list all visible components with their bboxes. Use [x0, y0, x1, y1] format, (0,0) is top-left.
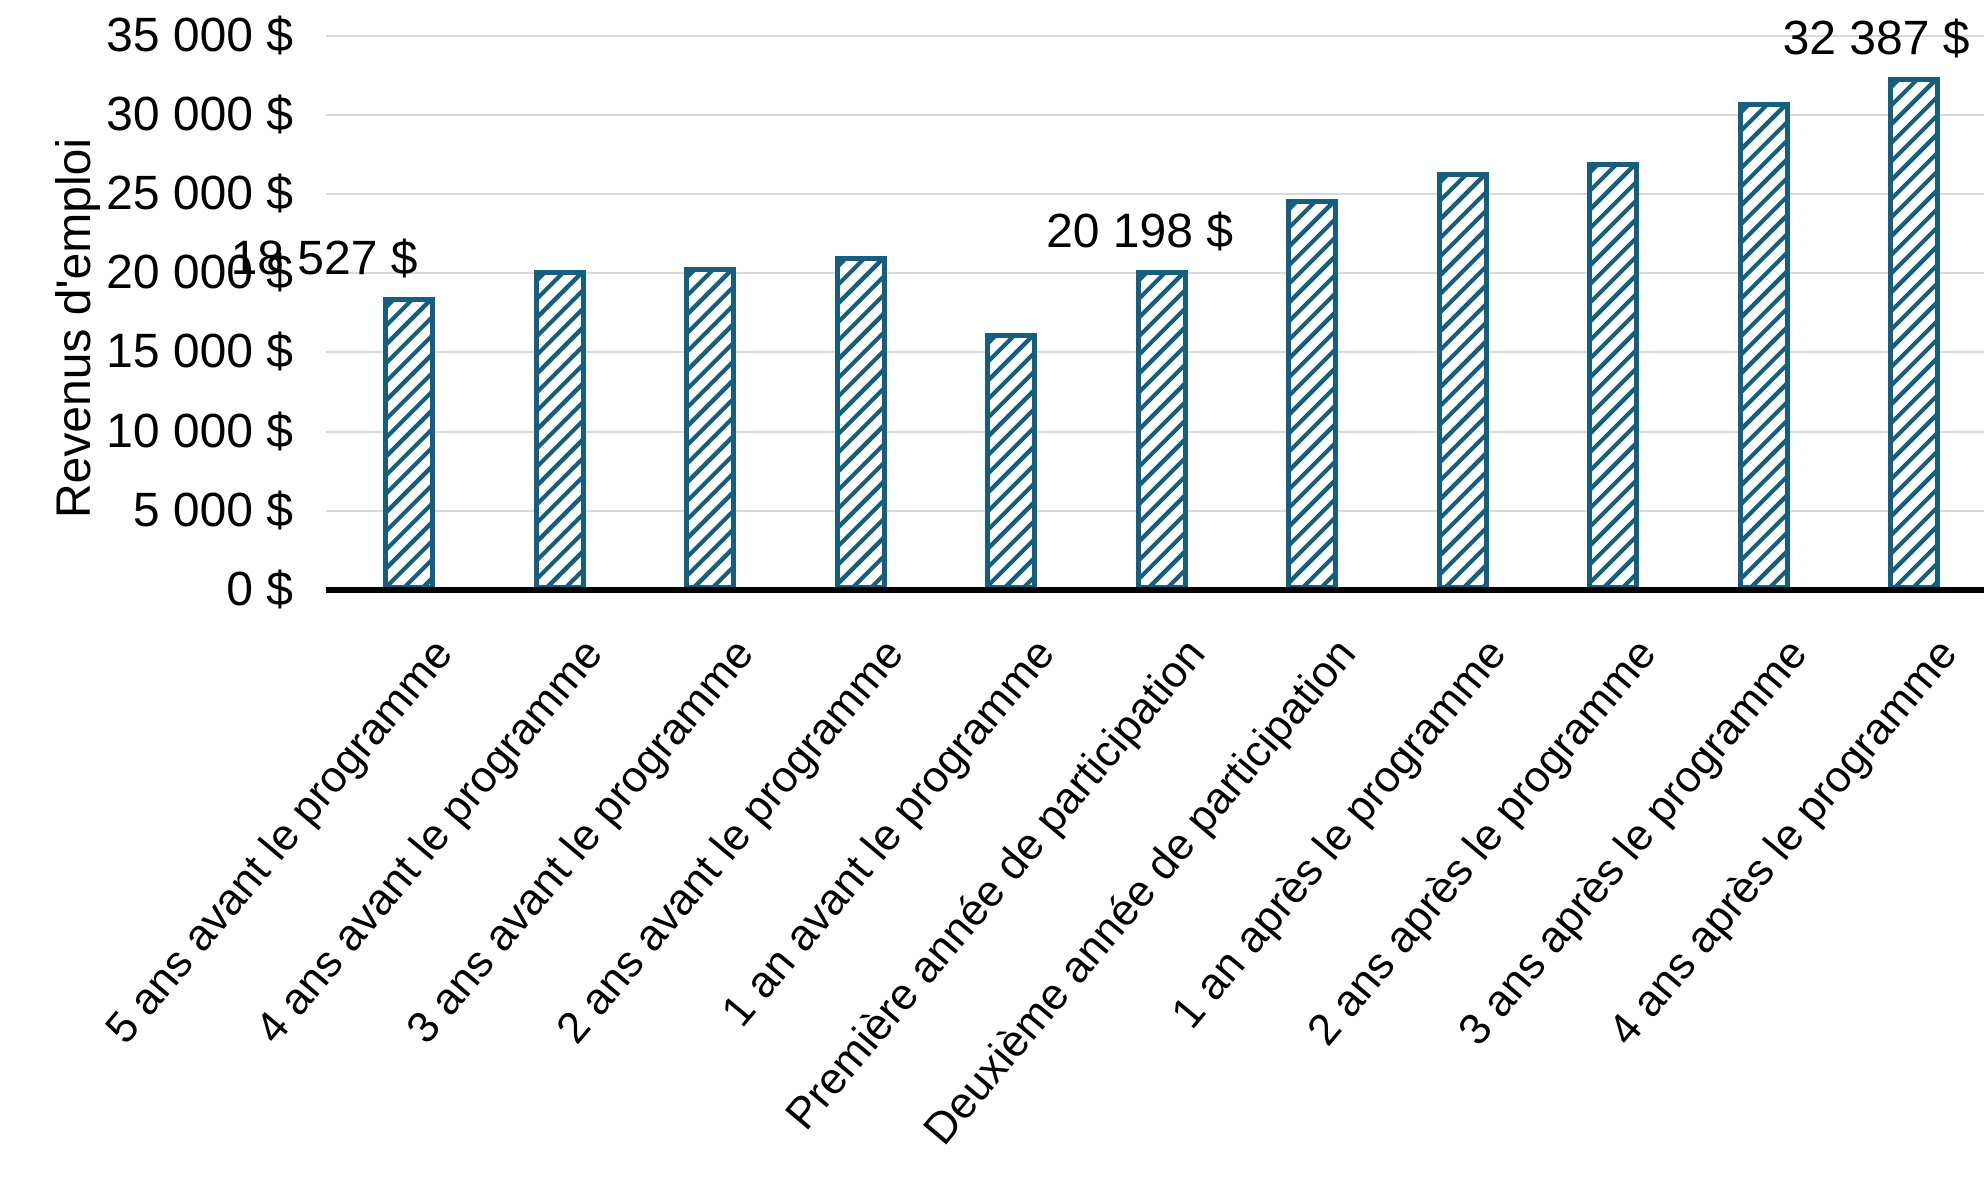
bar-2-4 ans avant le programme [534, 270, 586, 590]
bar-4-2 ans avant le programme [835, 256, 887, 590]
bar-9-2 ans après le programme [1587, 162, 1639, 590]
y-tick-label-20000: 20 000 $ [106, 246, 293, 300]
y-tick-label-0: 0 $ [226, 563, 293, 616]
y-tick-label-5000: 5 000 $ [132, 483, 293, 537]
y-tick-label-30000: 30 000 $ [106, 87, 293, 141]
bar-8-1 an après le programme [1437, 172, 1489, 590]
y-tick-label-25000: 25 000 $ [106, 167, 293, 220]
gridline-25000 [326, 193, 1984, 195]
bar-1-5 ans avant le programme [383, 297, 435, 590]
gridline-35000 [326, 34, 1984, 37]
data-label-11: 32 387 $ [1782, 12, 1970, 65]
bar-7-Deuxième année de participation [1286, 199, 1338, 590]
y-tick-label-35000: 35 000 $ [106, 8, 293, 62]
bar-10-3 ans après le programme [1738, 102, 1790, 590]
bar-5-1 an avant le programme [985, 333, 1037, 590]
gridline-30000 [326, 113, 1984, 116]
bar-11-4 ans après le programme [1888, 77, 1940, 590]
x-axis-line [326, 587, 1984, 593]
bar-6-Première année de participation [1136, 270, 1188, 590]
data-label-6: 20 198 $ [1046, 205, 1233, 258]
bar-3-3 ans avant le programme [684, 267, 736, 590]
y-tick-label-10000: 10 000 $ [106, 404, 293, 458]
y-tick-label-15000: 15 000 $ [106, 325, 293, 379]
data-label-1: 18 527 $ [230, 232, 418, 285]
